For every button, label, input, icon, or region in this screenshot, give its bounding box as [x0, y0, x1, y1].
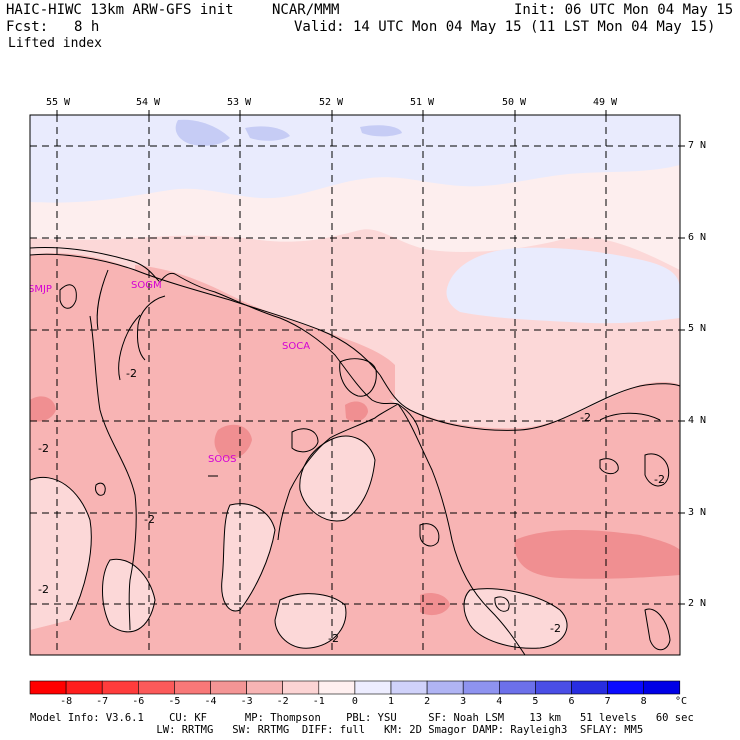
lon-label-53w: 53 W — [227, 97, 252, 108]
colorbar-cell — [29, 680, 67, 695]
field-weak-negative-patch-2 — [299, 436, 375, 521]
colorbar-cell — [607, 680, 644, 695]
lat-label-2n: 2 N — [688, 598, 707, 609]
field-weak-negative-patch-1 — [221, 503, 275, 611]
colorbar-tick-label: -3 — [240, 696, 253, 707]
colorbar-cell — [318, 680, 356, 695]
contour-label-5: -2 — [580, 411, 591, 424]
lat-label-7n: 7 N — [688, 140, 707, 151]
colorbar-tick-label: 1 — [387, 696, 395, 707]
map-panel: SMJP SOGM SOCA SOOS -2 -2 -2 -2 -2 -2 -2… — [28, 115, 680, 655]
forecast-hour: 8 h — [74, 19, 100, 35]
colorbar-tick-label: -6 — [132, 696, 145, 707]
lon-label-51w: 51 W — [410, 97, 435, 108]
colorbar-cell — [354, 680, 392, 695]
lat-label-4n: 4 N — [688, 415, 707, 426]
field-mid-negative-coast — [135, 265, 395, 400]
contour-label-7: -2 — [550, 622, 561, 635]
contour-label-3: -2 — [144, 513, 155, 526]
contour-label-2: -2 — [38, 442, 49, 455]
field-moderate-positive-3 — [360, 125, 402, 137]
field-moderate-positive — [175, 119, 230, 146]
station-smjp: SMJP — [28, 284, 52, 295]
colorbar-cell — [101, 680, 139, 695]
colorbar-tick-label: -7 — [96, 696, 109, 707]
colorbar-tick-label: 3 — [460, 696, 467, 707]
colorbar-cell — [282, 680, 320, 695]
colorbar-unit: °C — [674, 696, 688, 707]
field-name: Lifted index — [8, 36, 102, 51]
colorbar-cell — [643, 680, 681, 695]
colorbar-tick-label: 6 — [568, 696, 575, 707]
colorbar — [29, 680, 681, 695]
contour-lines-minus2 — [30, 253, 680, 651]
colorbar-tick-label: -1 — [312, 696, 325, 707]
colorbar-cell — [138, 680, 175, 695]
lat-label-5n: 5 N — [688, 323, 707, 334]
colorbar-cell — [210, 680, 247, 695]
colorbar-cell — [498, 680, 536, 695]
colorbar-cell — [571, 680, 608, 695]
colorbar-cell — [174, 680, 211, 695]
colorbar-tick-label: 5 — [532, 696, 539, 707]
organization: NCAR/MMM — [272, 2, 340, 18]
lon-label-49w: 49 W — [593, 97, 618, 108]
lat-label-6n: 6 N — [688, 232, 707, 243]
station-markers: SMJP SOGM SOCA SOOS — [28, 280, 310, 465]
colorbar-tick-label: 2 — [424, 696, 431, 707]
model-info-line-2: LW: RRTMG SW: RRTMG DIFF: full KM: 2D Sm… — [30, 724, 644, 736]
lon-label-52w: 52 W — [319, 97, 344, 108]
field-strong-negative-3 — [420, 593, 450, 616]
colorbar-cell — [390, 680, 428, 695]
lon-label-55w: 55 W — [46, 97, 71, 108]
field-weak-negative-patch-6 — [275, 593, 346, 649]
forecast-label: Fcst: — [6, 19, 49, 35]
map-frame — [29, 114, 681, 656]
field-strong-negative-4 — [514, 530, 680, 579]
field-weak-positive-east — [446, 247, 680, 324]
contour-label-4: -2 — [38, 583, 49, 596]
colorbar-tick-label: -5 — [168, 696, 181, 707]
contour-labels: -2 -2 -2 -2 -2 -2 -2 -2 — [38, 367, 665, 645]
station-sogm: SOGM — [131, 280, 162, 291]
model-title: HAIC-HIWC 13km ARW-GFS init — [6, 2, 234, 18]
colorbar-cell — [535, 680, 572, 695]
colorbar-cell — [426, 680, 464, 695]
colorbar-tick-label: 4 — [496, 696, 503, 707]
valid-time: Valid: 14 UTC Mon 04 May 15 (11 LST Mon … — [294, 19, 716, 35]
colorbar-tick-label: -8 — [60, 696, 73, 707]
field-strong-negative-5 — [30, 396, 56, 422]
colorbar-cell — [65, 680, 103, 695]
colorbar-tick-label: 7 — [604, 696, 611, 707]
axis-ticks — [56, 110, 685, 605]
coastlines-borders — [30, 247, 526, 655]
graticule — [30, 115, 680, 655]
field-moderate-positive-2 — [245, 126, 290, 141]
station-soos: SOOS — [208, 454, 236, 465]
init-time: Init: 06 UTC Mon 04 May 15 — [514, 2, 734, 18]
field-strong-negative-1 — [214, 424, 252, 459]
lon-label-50w: 50 W — [502, 97, 527, 108]
field-strong-negative-2 — [345, 401, 368, 422]
colorbar-tick-label: 0 — [351, 696, 358, 707]
colorbar-cell — [462, 680, 500, 695]
contour-label-8: -2 — [328, 632, 339, 645]
contour-label-6: -2 — [654, 473, 665, 486]
model-info-line-1: Model Info: V3.6.1 CU: KF MP: Thompson P… — [30, 712, 694, 724]
lon-label-54w: 54 W — [136, 97, 161, 108]
lat-label-3n: 3 N — [688, 507, 707, 518]
colorbar-tick-label: 8 — [640, 696, 647, 707]
colorbar-tick-label: -4 — [204, 696, 217, 707]
field-weak-negative-patch-4 — [30, 477, 92, 630]
colorbar-tick-label: -2 — [276, 696, 289, 707]
colorbar-cell — [246, 680, 284, 695]
contour-label-1: -2 — [126, 367, 137, 380]
station-soca: SOCA — [282, 341, 310, 352]
